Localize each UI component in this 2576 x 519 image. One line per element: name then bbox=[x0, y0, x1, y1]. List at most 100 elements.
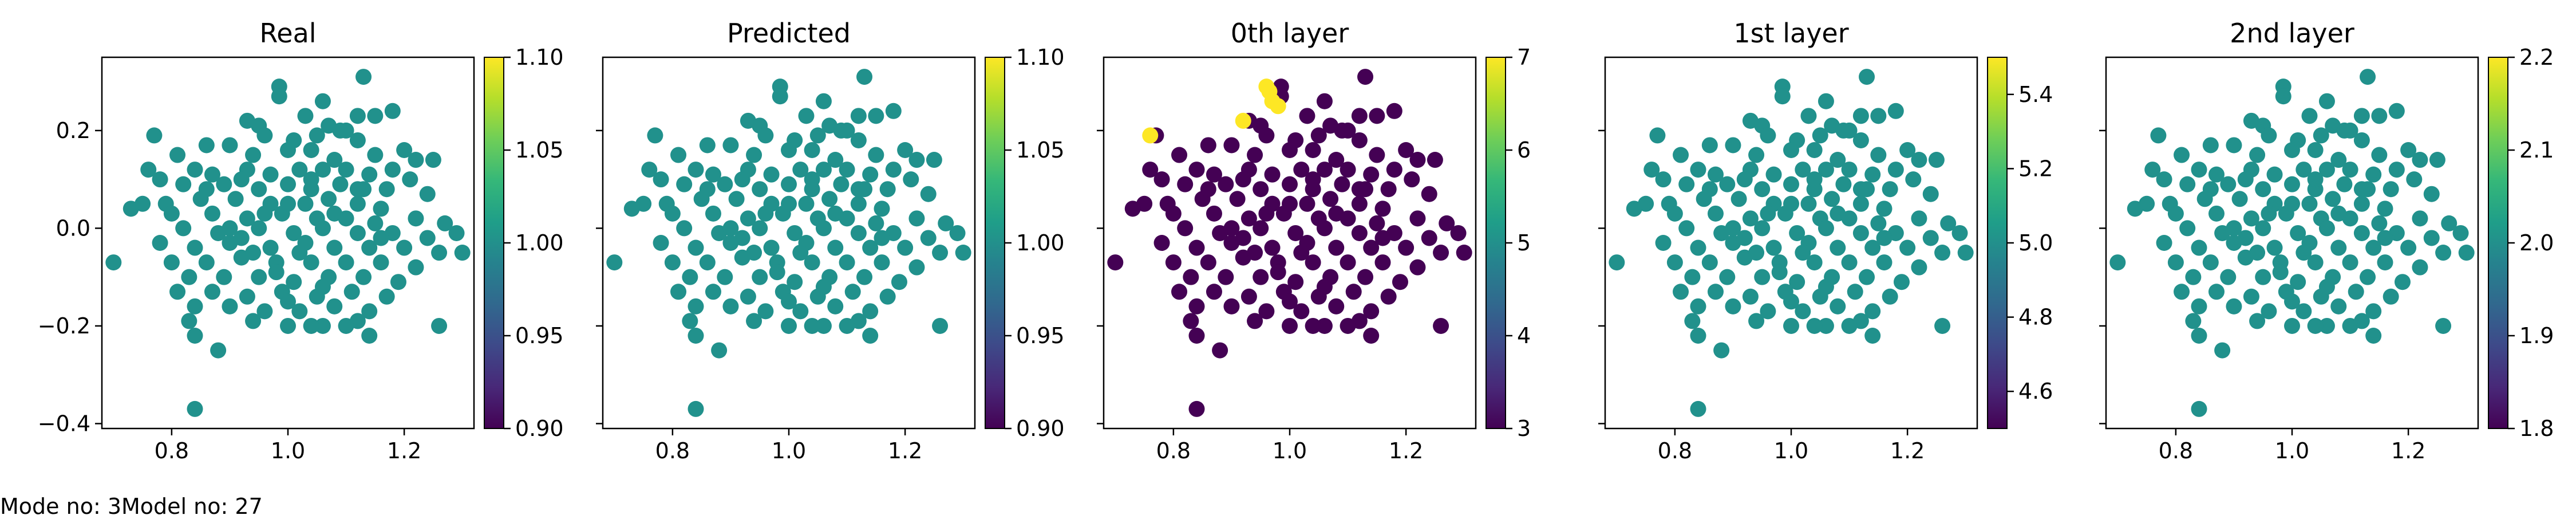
scatter-point bbox=[2353, 225, 2370, 241]
scatter-point bbox=[338, 162, 354, 178]
scatter-point bbox=[815, 93, 832, 109]
scatter-point bbox=[2371, 215, 2388, 231]
scatter-point bbox=[839, 317, 855, 334]
scatter-point bbox=[378, 288, 395, 305]
scatter-point bbox=[204, 284, 220, 300]
scatter-point bbox=[1859, 269, 1875, 285]
scatter-point bbox=[1369, 108, 1385, 124]
scatter-point bbox=[798, 195, 815, 212]
scatter-point bbox=[787, 225, 803, 241]
scatter-point bbox=[1293, 245, 1310, 261]
scatter-point bbox=[222, 220, 238, 237]
scatter-point bbox=[355, 269, 372, 285]
scatter-point bbox=[2353, 132, 2370, 148]
scatter-point bbox=[850, 132, 867, 148]
scatter-point bbox=[2412, 259, 2428, 276]
scatter-point bbox=[2400, 142, 2417, 158]
scatter-point bbox=[431, 317, 448, 334]
scatter-point bbox=[1928, 152, 1945, 168]
scatter-point bbox=[1870, 147, 1887, 163]
scatter-point bbox=[1852, 132, 1869, 148]
scatter-point bbox=[210, 342, 227, 359]
scatter-point bbox=[1806, 171, 1823, 188]
scatter-point bbox=[1951, 225, 1968, 241]
scatter-point bbox=[291, 303, 308, 320]
scatter-point bbox=[2214, 342, 2231, 359]
scatter-point bbox=[920, 230, 937, 246]
scatter-point bbox=[1684, 313, 1701, 329]
scatter-point bbox=[271, 88, 287, 105]
scatter-point bbox=[2261, 127, 2277, 144]
scatter-point bbox=[2202, 181, 2219, 198]
scatter-point bbox=[1351, 181, 1368, 198]
scatter-point bbox=[303, 317, 319, 334]
scatter-point bbox=[740, 288, 756, 305]
scatter-point bbox=[181, 269, 197, 285]
scatter-point bbox=[2388, 103, 2405, 119]
scatter-point-highlight bbox=[1270, 98, 1286, 115]
scatter-point bbox=[1258, 205, 1275, 222]
scatter-point bbox=[1316, 317, 1333, 334]
scatter-point bbox=[2191, 239, 2207, 256]
scatter-point bbox=[1841, 122, 1858, 139]
scatter-point bbox=[746, 245, 762, 261]
scatter-point bbox=[140, 162, 157, 178]
scatter-point bbox=[1165, 205, 1182, 222]
scatter-point bbox=[2275, 88, 2291, 105]
scatter-point bbox=[1666, 205, 1683, 222]
scatter-point bbox=[419, 230, 436, 246]
scatter-point bbox=[856, 69, 873, 85]
scatter-point bbox=[1852, 108, 1869, 124]
scatter-point bbox=[850, 195, 867, 212]
scatter-point bbox=[367, 215, 384, 231]
scatter-point bbox=[827, 239, 844, 256]
scatter-point bbox=[1299, 195, 1315, 212]
scatter-point bbox=[408, 210, 424, 227]
scatter-point bbox=[1409, 210, 1426, 227]
scatter-point bbox=[1107, 254, 1124, 271]
scatter-point bbox=[2307, 254, 2324, 271]
scatter-point bbox=[1649, 127, 1666, 144]
scatter-point bbox=[1363, 239, 1380, 256]
scatter-point bbox=[187, 298, 203, 314]
scatter-point bbox=[787, 274, 803, 290]
subplot-2: 0th layer 0.8 1.0 1.2 3 4 5 6 7 bbox=[1097, 18, 1531, 463]
scatter-point bbox=[361, 303, 378, 320]
scatter-point bbox=[1363, 328, 1380, 344]
scatter-point bbox=[297, 108, 314, 124]
scatter-point bbox=[1690, 400, 1706, 417]
scatter-point bbox=[2284, 195, 2300, 212]
scatter-point bbox=[1609, 254, 1625, 271]
scatter-point bbox=[1795, 162, 1811, 178]
subplot-title: 1st layer bbox=[1733, 18, 1848, 49]
scatter-point bbox=[1188, 162, 1205, 178]
scatter-point bbox=[2109, 254, 2126, 271]
scatter-point bbox=[256, 303, 273, 320]
scatter-point bbox=[1911, 210, 1927, 227]
scatter-point bbox=[653, 235, 669, 251]
scatter-point bbox=[1870, 108, 1887, 124]
colorbar-tick-label: 4.6 bbox=[2018, 379, 2053, 404]
scatter-point-highlight bbox=[1235, 112, 1251, 129]
scatter-point bbox=[879, 181, 896, 198]
scatter-point bbox=[2325, 191, 2341, 207]
scatter-point bbox=[1171, 284, 1188, 300]
scatter-point bbox=[676, 220, 693, 237]
scatter-point bbox=[1374, 254, 1391, 271]
scatter-point bbox=[949, 225, 966, 241]
scatter-point bbox=[1655, 235, 1672, 251]
scatter-point bbox=[815, 220, 832, 237]
colorbar-tick-label: 1.00 bbox=[515, 230, 564, 255]
scatter-point bbox=[425, 152, 441, 168]
scatter-point bbox=[1206, 166, 1222, 183]
scatter-point bbox=[204, 205, 220, 222]
scatter-point bbox=[2243, 288, 2259, 305]
scatter-point bbox=[1876, 254, 1893, 271]
scatter-point bbox=[2266, 239, 2283, 256]
scatter-point bbox=[280, 195, 296, 212]
scatter-point bbox=[1690, 162, 1706, 178]
scatter-point bbox=[256, 205, 273, 222]
scatter-point bbox=[792, 303, 809, 320]
scatter-point bbox=[280, 176, 296, 192]
scatter-point bbox=[1305, 142, 1321, 158]
